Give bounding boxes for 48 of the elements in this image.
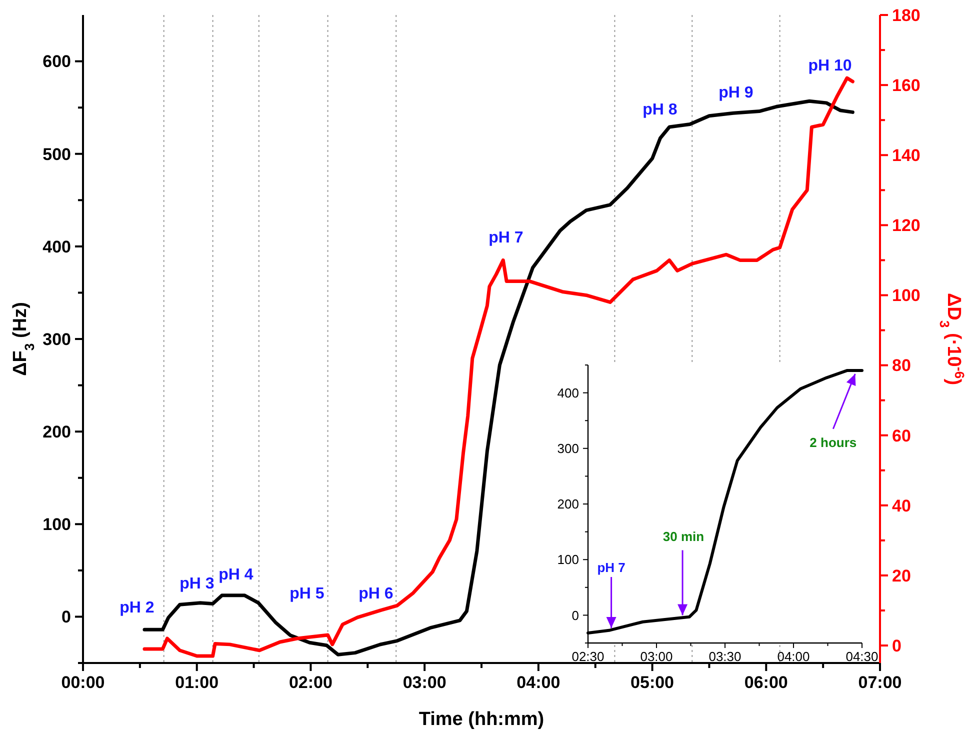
y2-tick-label: 180 xyxy=(892,6,920,25)
y-tick-label: 500 xyxy=(42,144,71,164)
y2-tick-label: 20 xyxy=(892,566,911,586)
x-tick-label: 01:00 xyxy=(175,673,219,692)
annotation: pH 6 xyxy=(358,586,394,603)
y-tick-label: 600 xyxy=(42,52,71,72)
y-tick-label: 0 xyxy=(62,608,71,627)
annotation: pH 10 xyxy=(808,58,852,75)
x-tick-label: 04:00 xyxy=(777,649,810,664)
y2-tick-label: 140 xyxy=(892,146,920,166)
y-tick-label: 200 xyxy=(557,496,579,512)
y2-tick-label: 0 xyxy=(892,636,902,656)
annotation: 2 hours xyxy=(810,434,857,450)
x-tick-label: 07:00 xyxy=(858,673,902,692)
x-tick-label: 04:00 xyxy=(516,673,560,692)
y-tick-label: 400 xyxy=(42,237,71,256)
y-tick-label: 100 xyxy=(42,515,71,534)
annotation: pH 5 xyxy=(290,586,324,603)
y-tick-label: 0 xyxy=(572,608,579,623)
x-tick-label: 06:00 xyxy=(744,673,788,692)
annotation: pH 4 xyxy=(218,566,254,584)
y-tick-label: 200 xyxy=(42,422,71,442)
y2-tick-label: 160 xyxy=(892,76,920,96)
x-tick-label: 00:00 xyxy=(61,673,105,692)
y2-tick-label: 100 xyxy=(892,286,920,306)
x-tick-label: 04:30 xyxy=(846,649,878,664)
y2-tick-label: 120 xyxy=(892,216,920,236)
x-tick-label: 02:30 xyxy=(572,649,604,664)
y2-tick-label: 80 xyxy=(892,356,911,376)
x-tick-label: 02:00 xyxy=(288,673,332,692)
annotation: pH 7 xyxy=(488,230,524,247)
y-tick-label: 400 xyxy=(557,385,579,400)
x-tick-label: 05:00 xyxy=(630,673,674,692)
annotation: pH 8 xyxy=(642,102,678,119)
annotation: 30 min xyxy=(662,529,704,544)
y-tick-label: 100 xyxy=(557,552,579,568)
annotation: pH 9 xyxy=(718,84,754,102)
y-tick-label: 300 xyxy=(42,330,71,349)
x-axis-title: Time (hh:mm) xyxy=(418,709,544,730)
y-tick-label: 300 xyxy=(557,440,579,456)
x-tick-label: 03:00 xyxy=(402,673,446,692)
y2-tick-label: 60 xyxy=(892,426,911,446)
annotation: pH 7 xyxy=(597,560,626,575)
annotation: pH 3 xyxy=(180,576,214,593)
annotation: pH 2 xyxy=(120,600,154,617)
x-tick-label: 03:00 xyxy=(640,649,673,664)
x-tick-label: 03:30 xyxy=(708,649,742,664)
y2-tick-label: 40 xyxy=(892,496,911,516)
